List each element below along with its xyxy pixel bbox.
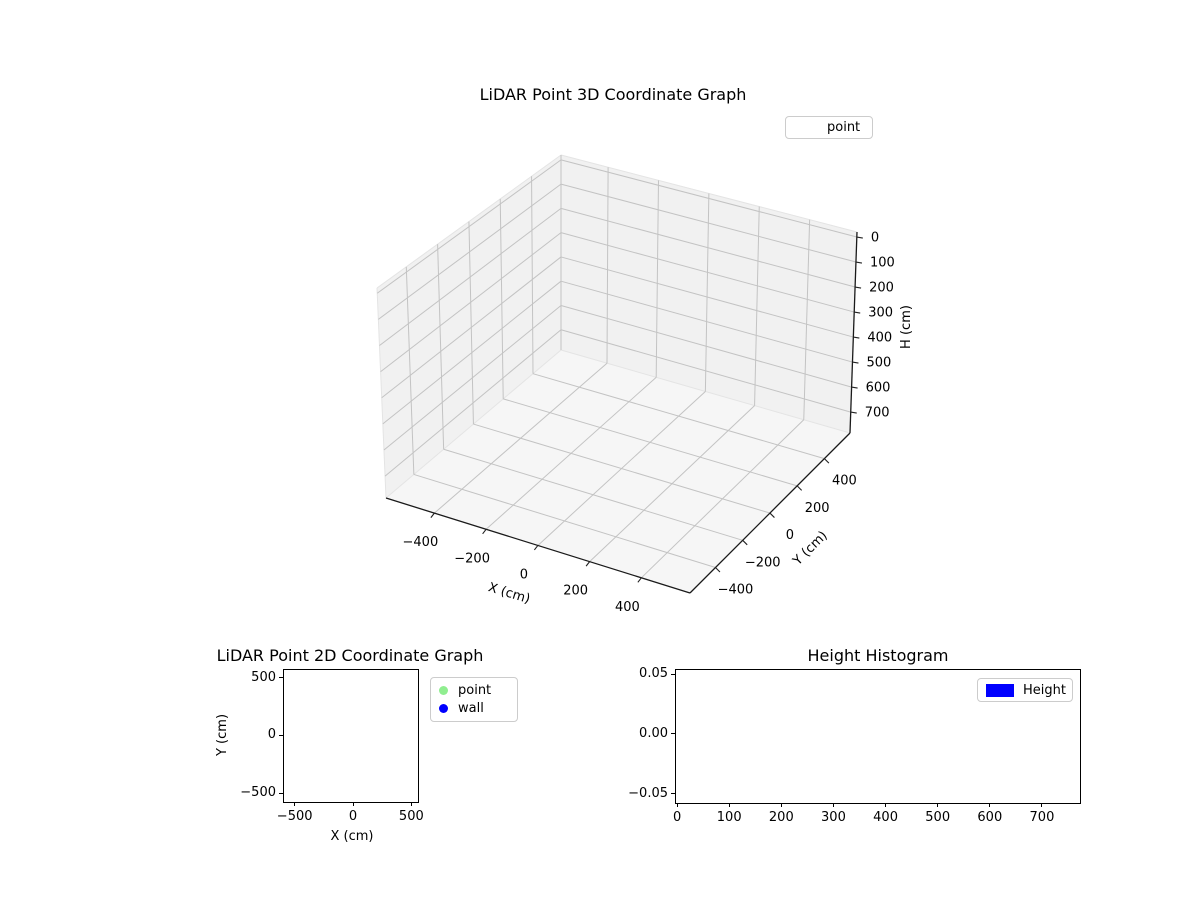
point-marker-icon xyxy=(439,685,448,695)
plot2d-axes xyxy=(283,669,419,803)
svg-text:100: 100 xyxy=(870,256,895,271)
plot2d-legend-label-point: point xyxy=(458,682,492,698)
histogram-legend-label-height: Height xyxy=(1023,682,1066,698)
svg-text:200: 200 xyxy=(563,584,588,599)
histogram-x-tick xyxy=(728,803,730,807)
histogram-x-tick xyxy=(1041,803,1043,807)
histogram-y-tick-label: 0.05 xyxy=(639,666,668,681)
histogram-title: Height Histogram xyxy=(807,646,949,665)
svg-text:400: 400 xyxy=(615,600,640,615)
plot2d-xlabel: X (cm) xyxy=(330,829,374,844)
plot2d-y-tick xyxy=(279,677,283,679)
histogram-x-tick-label: 700 xyxy=(1029,810,1055,825)
histogram-y-tick-label: −0.05 xyxy=(628,785,668,801)
histogram-x-tick-label: 600 xyxy=(977,810,1003,825)
plot2d-y-tick-label: 500 xyxy=(251,669,276,685)
histogram-x-tick xyxy=(676,803,678,807)
svg-text:0: 0 xyxy=(871,231,879,246)
histogram-y-tick xyxy=(671,733,675,734)
plot2d-x-tick-label: −500 xyxy=(276,809,313,824)
svg-text:0: 0 xyxy=(520,567,528,582)
plot2d-y-tick-label: −500 xyxy=(240,785,276,801)
plot2d-x-tick-label: 500 xyxy=(398,809,424,824)
svg-text:0: 0 xyxy=(786,528,794,543)
plot2d-title: LiDAR Point 2D Coordinate Graph xyxy=(216,646,484,665)
histogram-x-tick xyxy=(885,803,887,807)
histogram-x-tick-label: 300 xyxy=(821,810,846,825)
svg-text:H (cm): H (cm) xyxy=(899,305,914,349)
plot3d-legend-row-point: point xyxy=(795,120,863,135)
histogram-x-tick xyxy=(989,803,991,807)
plot2d-legend-row-point: point xyxy=(439,683,509,698)
histogram-x-tick-label: 100 xyxy=(716,810,742,825)
wall-marker-icon xyxy=(439,704,448,714)
plot2d-y-tick xyxy=(279,734,283,736)
svg-text:−400: −400 xyxy=(718,583,754,598)
svg-text:−200: −200 xyxy=(454,551,490,566)
plot3d-legend: point xyxy=(785,116,873,139)
histogram-x-tick-label: 0 xyxy=(672,810,682,825)
plot2d-x-tick-label: 0 xyxy=(348,809,358,824)
svg-text:600: 600 xyxy=(866,381,891,396)
svg-text:700: 700 xyxy=(865,406,890,421)
histogram-y-tick xyxy=(671,673,675,675)
svg-text:Y (cm): Y (cm) xyxy=(790,528,831,569)
plot3d-legend-label-point: point xyxy=(827,120,861,135)
histogram-x-tick xyxy=(937,803,939,807)
legend-invisible-marker xyxy=(795,123,827,133)
histogram-x-tick-label: 400 xyxy=(873,810,898,825)
histogram-x-tick xyxy=(780,803,782,807)
plot2d-legend: point wall xyxy=(430,677,518,722)
svg-text:−400: −400 xyxy=(403,535,439,550)
histogram-x-tick xyxy=(832,803,834,807)
plot2d-legend-row-wall: wall xyxy=(439,701,509,716)
svg-text:300: 300 xyxy=(868,306,893,321)
histogram-legend-row-height: Height xyxy=(986,682,1066,698)
svg-text:400: 400 xyxy=(867,331,892,346)
svg-text:200: 200 xyxy=(805,501,830,516)
plot2d-y-tick xyxy=(279,792,283,794)
histogram-x-tick-label: 500 xyxy=(925,810,951,825)
plot3d-title: LiDAR Point 3D Coordinate Graph xyxy=(479,85,747,104)
svg-text:−200: −200 xyxy=(745,555,781,570)
histogram-legend: Height xyxy=(977,678,1073,702)
svg-text:400: 400 xyxy=(832,474,857,489)
svg-text:X (cm): X (cm) xyxy=(486,580,532,607)
histogram-y-tick xyxy=(671,793,675,794)
svg-text:200: 200 xyxy=(869,281,894,296)
histogram-x-tick-label: 200 xyxy=(768,810,794,825)
height-bar-swatch-icon xyxy=(986,683,1014,697)
svg-text:500: 500 xyxy=(866,356,891,371)
plot2d-x-tick xyxy=(410,802,412,806)
plot2d-x-tick xyxy=(352,802,354,806)
plot2d-y-tick-label: 0 xyxy=(267,727,276,743)
plot2d-legend-label-wall: wall xyxy=(458,701,484,717)
plot2d-x-tick xyxy=(294,802,296,806)
histogram-y-tick-label: 0.00 xyxy=(639,725,668,741)
